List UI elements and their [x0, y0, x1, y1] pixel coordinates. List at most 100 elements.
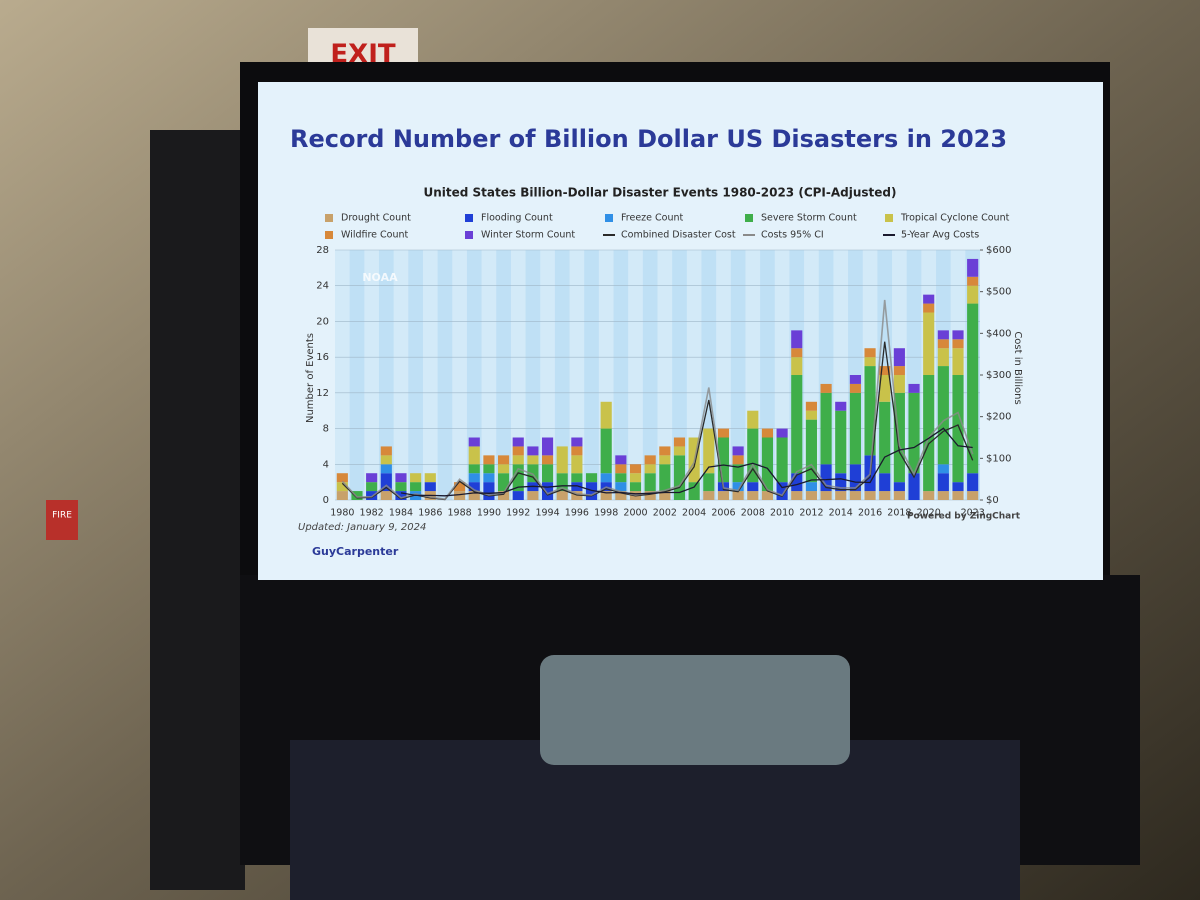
bar-segment: [395, 473, 407, 483]
bar-segment: [629, 464, 642, 474]
bar-segment: [527, 491, 539, 500]
bar-segment: [336, 482, 348, 492]
bar-segment: [468, 437, 480, 447]
bar-segment: [747, 410, 759, 429]
bar-segment: [703, 491, 715, 500]
bar-segment: [556, 473, 568, 492]
x-tick-label: 1992: [506, 508, 530, 519]
y-tick-label: 4: [323, 459, 329, 470]
bar-segment: [893, 375, 905, 393]
brand: GuyCarpenter: [312, 545, 399, 558]
stripe: [422, 250, 438, 500]
bar-segment: [791, 375, 803, 474]
x-tick-label: 2018: [887, 508, 911, 519]
bar-segment: [688, 482, 700, 500]
bar-segment: [527, 446, 539, 456]
bar-segment: [512, 446, 524, 456]
bar-segment: [541, 464, 554, 483]
bar-segment: [571, 446, 583, 456]
bar-segment: [820, 491, 832, 500]
bar-segment: [893, 392, 905, 483]
bar-segment: [527, 455, 539, 465]
x-tick-label: 2010: [770, 508, 794, 519]
fire-alarm: [46, 500, 78, 540]
bar-segment: [644, 473, 656, 492]
bar-segment: [585, 482, 598, 500]
x-tick-label: 2000: [623, 508, 647, 519]
bar-segment: [849, 383, 861, 393]
legend-label: Freeze Count: [621, 213, 683, 224]
stripe: [452, 250, 467, 500]
bar-segment: [629, 482, 642, 492]
bar-segment: [615, 464, 627, 474]
bar-segment: [820, 383, 832, 393]
bar-segment: [366, 482, 378, 492]
x-tick-label: 1986: [418, 508, 442, 519]
bar-segment: [673, 446, 686, 456]
bar-segment: [512, 437, 524, 447]
bar-segment: [571, 482, 583, 492]
bar-segment: [893, 366, 905, 375]
x-tick-label: 2012: [799, 508, 823, 519]
x-tick-label: 1984: [389, 508, 413, 519]
y-tick-label: 8: [323, 424, 329, 435]
bar-segment: [776, 437, 788, 483]
bar-segment: [468, 482, 480, 492]
bar-segment: [571, 437, 583, 447]
x-tick-label: 1994: [535, 508, 559, 519]
bar-segment: [644, 455, 656, 465]
bar-segment: [498, 473, 510, 492]
bar-segment: [483, 473, 495, 483]
bar-segment: [864, 366, 876, 456]
y-axis-label: Number of Events: [305, 333, 316, 423]
bar-segment: [483, 482, 495, 500]
bar-segment: [923, 303, 935, 313]
y-tick-label: 28: [316, 245, 329, 256]
bar-segment: [615, 455, 627, 465]
bar-segment: [351, 491, 363, 500]
bar-segment: [967, 276, 979, 286]
table: [290, 740, 1020, 900]
fire-sign: FIRE: [52, 511, 72, 521]
bar-segment: [937, 464, 949, 474]
bar-segment: [967, 285, 979, 304]
bar-segment: [600, 401, 612, 429]
x-tick-label: 2020: [917, 508, 941, 519]
bar-segment: [820, 464, 832, 492]
legend-label: 5-Year Avg Costs: [901, 230, 979, 241]
x-tick-label: 1982: [360, 508, 384, 519]
bar-segment: [835, 410, 847, 474]
bar-segment: [952, 339, 964, 349]
bar-segment: [644, 464, 656, 474]
y-tick-label: 0: [323, 495, 329, 506]
bar-segment: [380, 473, 392, 492]
bar-segment: [410, 473, 422, 483]
x-tick-label: 2016: [858, 508, 882, 519]
x-tick-label: 1990: [477, 508, 501, 519]
projector: [540, 655, 850, 765]
bar-segment: [600, 428, 612, 474]
bar-segment: [468, 446, 480, 465]
bar-segment: [732, 491, 744, 500]
bar-segment: [468, 473, 480, 483]
x-tick-label: 1998: [594, 508, 618, 519]
bar-segment: [923, 312, 935, 375]
bar-segment: [483, 464, 495, 474]
bar-segment: [659, 464, 671, 492]
bar-segment: [849, 491, 861, 500]
bar-segment: [879, 473, 891, 492]
bar-segment: [864, 348, 876, 358]
bar-segment: [336, 491, 348, 500]
bar-segment: [732, 446, 744, 456]
bar-segment: [805, 419, 817, 483]
bar-segment: [454, 491, 466, 500]
bar-segment: [424, 482, 436, 492]
bar-segment: [893, 482, 905, 492]
stripe: [657, 250, 673, 500]
bar-segment: [967, 303, 979, 474]
bar-segment: [703, 473, 715, 492]
bar-segment: [761, 437, 774, 492]
slide-title: Record Number of Billion Dollar US Disas…: [290, 125, 1007, 153]
bar-segment: [937, 348, 949, 367]
